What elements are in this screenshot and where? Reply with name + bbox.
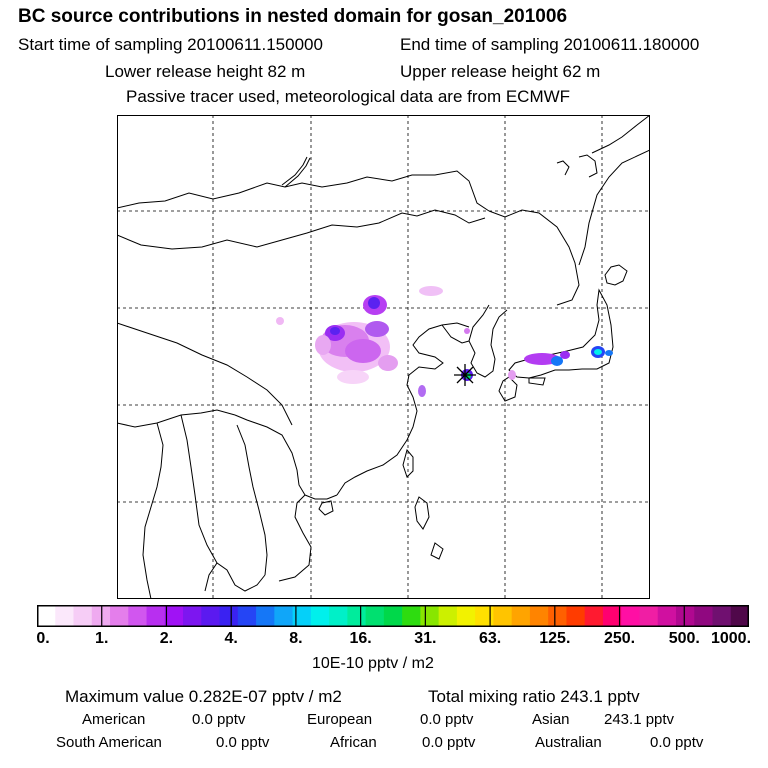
colorbar-tick-label: 500. (668, 630, 700, 647)
colorbar-swatch (475, 605, 495, 627)
colorbar-swatch (420, 605, 440, 627)
colorbar-tick-label: 125. (539, 630, 571, 647)
colorbar-swatch (493, 605, 513, 627)
plot-title: BC source contributions in nested domain… (18, 6, 568, 27)
colorbar-swatch (183, 605, 202, 627)
european-value: 0.0 pptv (420, 711, 474, 728)
colorbar-swatch (383, 605, 403, 627)
colorbar-swatch (237, 605, 257, 627)
colorbar-swatch (511, 605, 531, 627)
colorbar (37, 605, 749, 627)
colorbar-tick-label: 16. (349, 630, 372, 647)
asian-value: 243.1 pptv (604, 711, 675, 728)
colorbar-swatch (329, 605, 348, 627)
coastlines-borders (117, 115, 650, 599)
colorbar-tick-label: 1000. (710, 630, 752, 647)
colorbar-tick-label: 4. (224, 630, 238, 647)
australian-value: 0.0 pptv (650, 734, 704, 751)
colorbar-swatch (402, 605, 421, 627)
european-label: European (307, 711, 373, 728)
colorbar-swatch (219, 605, 239, 627)
colorbar-tick-label: 63. (478, 630, 502, 647)
colorbar-swatch (164, 605, 184, 627)
colorbar-swatch (529, 605, 549, 627)
colorbar-swatch (73, 605, 93, 627)
colorbar-frame (37, 605, 749, 627)
colorbar-swatch (675, 605, 695, 627)
colorbar-swatch (712, 605, 732, 627)
australian-label: Australian (535, 734, 602, 751)
total-mixing-ratio: Total mixing ratio 243.1 pptv (428, 687, 640, 706)
african-value: 0.0 pptv (422, 734, 476, 751)
colorbar-swatch (37, 605, 56, 627)
colorbar-swatch (201, 605, 221, 627)
colorbar-ticks: 0. 1. 2. 4. 8. 16. 31. 63. 125. 250. 500. 1000. (0, 630, 768, 650)
colorbar-swatch (128, 605, 148, 627)
colorbar-swatch (548, 605, 568, 627)
colorbar-swatch (584, 605, 604, 627)
colorbar-swatch (602, 605, 622, 627)
american-value: 0.0 pptv (192, 711, 246, 728)
south-american-label: South American (56, 734, 162, 751)
colorbar-swatch (621, 605, 641, 627)
colorbar-swatch (657, 605, 677, 627)
colorbar-swatch (110, 605, 129, 627)
upper-release-label: Upper release height 62 m (400, 62, 601, 81)
concentration-field (276, 286, 613, 397)
colorbar-swatch (146, 605, 166, 627)
colorbar-swatch (310, 605, 330, 627)
american-label: American (82, 711, 146, 728)
colorbar-tick-label: 250. (603, 630, 636, 647)
south-american-value: 0.0 pptv (216, 734, 270, 751)
asian-label: Asian (532, 711, 570, 728)
colorbar-swatch (365, 605, 385, 627)
colorbar-swatch (694, 605, 714, 627)
colorbar-swatch (274, 605, 294, 627)
colorbar-units: 10E-10 pptv / m2 (312, 655, 434, 672)
colorbar-swatch (639, 605, 659, 627)
start-time-label: Start time of sampling 20100611.150000 (18, 35, 323, 54)
colorbar-swatch (55, 605, 75, 627)
colorbar-swatch (566, 605, 586, 627)
colorbar-tick-label: 0. (36, 630, 50, 647)
lower-release-label: Lower release height 82 m (105, 62, 306, 81)
end-time-label: End time of sampling 20100611.180000 (400, 35, 700, 54)
colorbar-swatch (438, 605, 458, 627)
maximum-value: Maximum value 0.282E-07 pptv / m2 (65, 687, 342, 706)
colorbar-swatch (347, 605, 367, 627)
colorbar-swatch (292, 605, 312, 627)
colorbar-tick-label: 1. (95, 630, 109, 647)
colorbar-tick-label: 8. (289, 630, 303, 647)
colorbar-swatch (256, 605, 275, 627)
colorbar-swatch (730, 605, 749, 627)
tracer-note: Passive tracer used, meteorological data… (126, 87, 571, 106)
colorbar-tick-label: 31. (414, 630, 437, 647)
map-panel (117, 115, 650, 599)
african-label: African (330, 734, 377, 751)
colorbar-swatch (456, 605, 476, 627)
colorbar-tick-label: 2. (159, 630, 174, 647)
receptor-marker-icon (454, 364, 476, 386)
